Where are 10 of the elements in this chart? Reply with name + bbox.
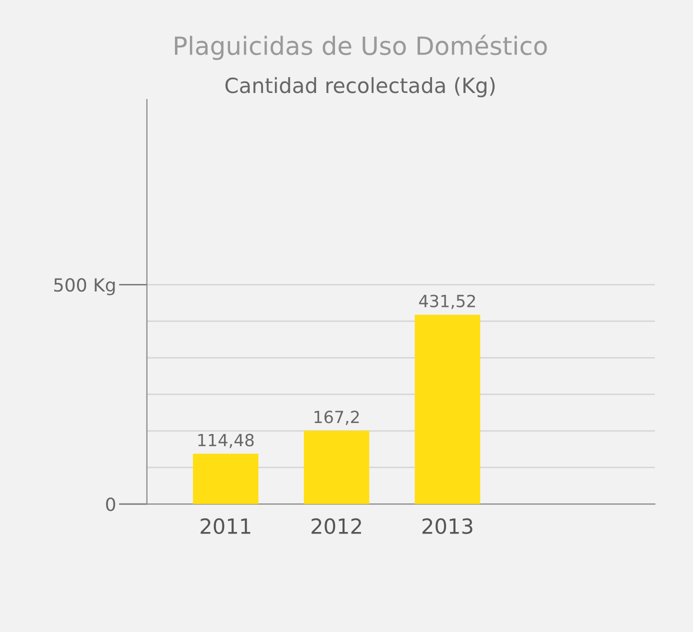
chart-subtitle: Cantidad recolectada (Kg) bbox=[225, 77, 495, 98]
x-tick-label: 2012 bbox=[312, 518, 361, 534]
data-label: 114,48 bbox=[198, 434, 254, 448]
y-tick-label: 500 Kg bbox=[54, 278, 115, 296]
y-tick-label: 0 bbox=[106, 497, 116, 512]
data-label: 167,2 bbox=[314, 410, 359, 425]
chart-title: Plaguicidas de Uso Doméstico bbox=[174, 34, 547, 60]
data-label: 431,52 bbox=[419, 294, 475, 310]
x-tick-label: 2011 bbox=[200, 518, 250, 534]
x-tick-label: 2013 bbox=[422, 518, 472, 534]
